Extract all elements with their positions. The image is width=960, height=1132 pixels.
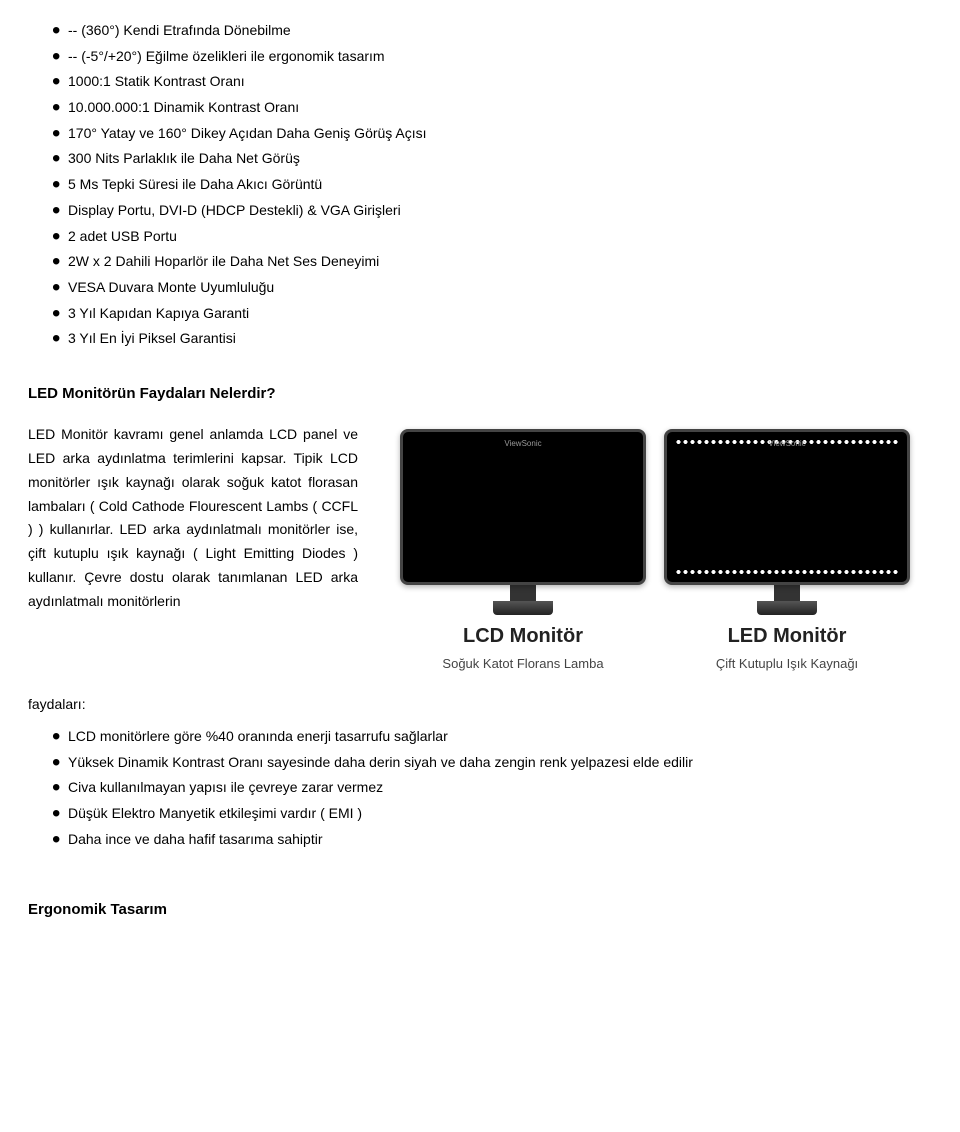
led-subtitle: Çift Kutuplu Işık Kaynağı	[664, 654, 910, 674]
list-item: Düşük Elektro Manyetik etkileşimi vardır…	[52, 803, 932, 825]
list-item: Civa kullanılmayan yapısı ile çevreye za…	[52, 777, 932, 799]
list-item: 10.000.000:1 Dinamik Kontrast Oranı	[52, 97, 932, 119]
list-item: Daha ince ve daha hafif tasarıma sahipti…	[52, 829, 932, 851]
list-item: LCD monitörlere göre %40 oranında enerji…	[52, 726, 932, 748]
lcd-subtitle: Soğuk Katot Florans Lamba	[400, 654, 646, 674]
list-item: VESA Duvara Monte Uyumluluğu	[52, 277, 932, 299]
benefit-list: LCD monitörlere göre %40 oranında enerji…	[28, 726, 932, 850]
list-item: 3 Yıl Kapıdan Kapıya Garanti	[52, 303, 932, 325]
section-heading-led-benefits: LED Monitörün Faydaları Nelerdir?	[28, 382, 932, 405]
body-paragraph: LED Monitör kavramı genel anlamda LCD pa…	[28, 423, 358, 613]
list-item: 1000:1 Statik Kontrast Oranı	[52, 71, 932, 93]
section-heading-ergonomic: Ergonomik Tasarım	[28, 898, 932, 921]
spec-list: -- (360°) Kendi Etrafında Dönebilme -- (…	[28, 20, 932, 350]
list-item: 3 Yıl En İyi Piksel Garantisi	[52, 328, 932, 350]
faydalari-label: faydaları:	[28, 694, 932, 716]
list-item: 2 adet USB Portu	[52, 226, 932, 248]
lcd-monitor-block: ViewSonic LCD Monitör Soğuk Katot Floran…	[400, 429, 646, 674]
list-item: 170° Yatay ve 160° Dikey Açıdan Daha Gen…	[52, 123, 932, 145]
list-item: 300 Nits Parlaklık ile Daha Net Görüş	[52, 148, 932, 170]
led-monitor-icon: ViewSonic	[664, 429, 910, 585]
list-item: -- (360°) Kendi Etrafında Dönebilme	[52, 20, 932, 42]
list-item: 5 Ms Tepki Süresi ile Daha Akıcı Görüntü	[52, 174, 932, 196]
led-monitor-block: ViewSonic LED Monitör Çift Kutuplu Işık …	[664, 429, 910, 674]
lcd-monitor-icon: ViewSonic	[400, 429, 646, 585]
content-row: LED Monitör kavramı genel anlamda LCD pa…	[28, 423, 932, 674]
list-item: -- (-5°/+20°) Eğilme özelikleri ile ergo…	[52, 46, 932, 68]
led-title: LED Monitör	[664, 621, 910, 652]
list-item: Yüksek Dinamik Kontrast Oranı sayesinde …	[52, 752, 932, 774]
list-item: 2W x 2 Dahili Hoparlör ile Daha Net Ses …	[52, 251, 932, 273]
lcd-title: LCD Monitör	[400, 621, 646, 652]
list-item: Display Portu, DVI-D (HDCP Destekli) & V…	[52, 200, 932, 222]
monitor-comparison: ViewSonic LCD Monitör Soğuk Katot Floran…	[378, 423, 932, 674]
paragraph-column: LED Monitör kavramı genel anlamda LCD pa…	[28, 423, 358, 674]
